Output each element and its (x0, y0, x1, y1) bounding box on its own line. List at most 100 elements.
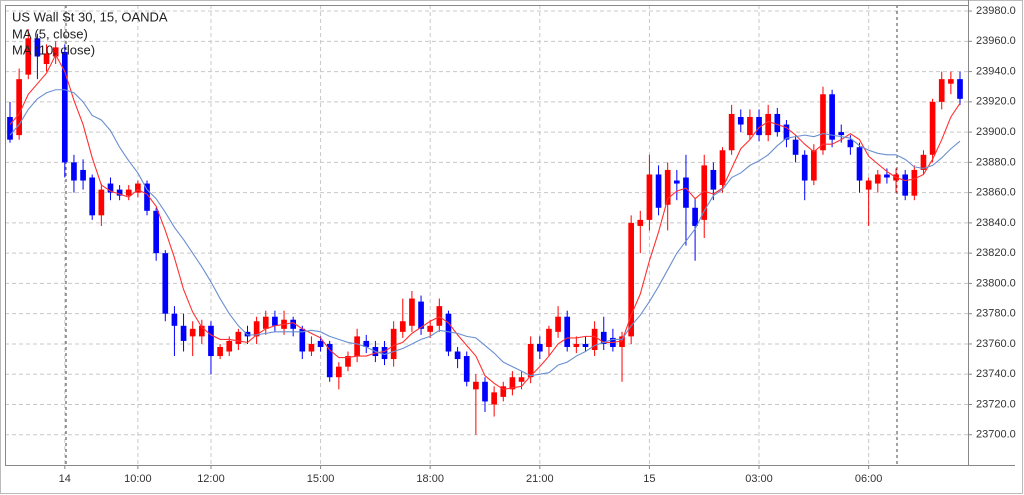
candle-body (135, 183, 141, 193)
candle-body (683, 177, 689, 208)
candle-body (189, 328, 196, 337)
candle-body (226, 340, 233, 352)
candle-body (573, 343, 580, 347)
candle-body (765, 113, 772, 136)
candle-body (208, 325, 214, 357)
candle-body (628, 222, 634, 337)
candle-body (792, 139, 799, 155)
chart-title: US Wall St 30, 15, OANDA (12, 9, 168, 24)
x-tick-label: 03:00 (745, 473, 773, 485)
x-tick-label: 18:00 (416, 473, 444, 485)
y-tick-label: 23840.0 (976, 217, 1016, 229)
candle-body (43, 53, 50, 65)
candle-body (728, 113, 735, 151)
x-tick-label: 12:00 (197, 473, 225, 485)
candle-body (454, 351, 461, 360)
candle-body (747, 116, 753, 136)
candle-body (500, 386, 507, 397)
y-tick-label: 23700.0 (976, 429, 1016, 441)
candle-body (418, 301, 424, 329)
candle-body (363, 340, 370, 347)
y-tick-label: 23720.0 (976, 398, 1016, 410)
candle-body (299, 328, 306, 352)
candle-body (144, 183, 150, 211)
candle-body (308, 343, 315, 352)
candle-body (783, 124, 790, 140)
candle-body (336, 366, 342, 378)
candle-body (390, 328, 397, 360)
candle-body (7, 116, 13, 140)
candle-body (536, 343, 543, 352)
candle-body (546, 328, 552, 347)
candle-body (957, 79, 963, 99)
candle-body (619, 336, 625, 347)
candle-body (774, 113, 781, 133)
candle-body (829, 94, 835, 140)
candle-body (719, 150, 726, 186)
x-tick-label: 10:00 (124, 473, 152, 485)
candle-body (874, 174, 881, 184)
y-tick-label: 23880.0 (976, 156, 1016, 168)
ma-line (9, 53, 961, 390)
candle-body (290, 319, 297, 329)
candle-body (856, 147, 863, 181)
candle-body (938, 79, 945, 102)
y-tick-label: 23900.0 (976, 126, 1016, 138)
candle-body (820, 94, 826, 151)
candle-body (217, 346, 223, 357)
candle-body (920, 154, 927, 170)
candle-body (811, 150, 817, 181)
x-tick-label: 15 (643, 473, 655, 485)
candle-body (34, 38, 41, 57)
candle-body (929, 101, 936, 155)
candle-body (345, 356, 351, 367)
candle-body (838, 132, 845, 136)
candle-body (71, 162, 77, 181)
candle-body (710, 169, 717, 190)
candle-body (253, 321, 260, 337)
candle-body (527, 343, 534, 378)
candle-body (107, 183, 114, 193)
candle-body (482, 381, 488, 402)
candle-body (847, 139, 854, 148)
candle-body (692, 207, 698, 226)
candle-body (673, 180, 680, 184)
candle-body (399, 321, 406, 332)
candle-body (555, 316, 561, 332)
candle-body (16, 79, 22, 136)
plot (7, 29, 963, 435)
candle-body (911, 169, 918, 196)
x-tick-label: 15:00 (307, 473, 335, 485)
candle-body (473, 381, 479, 390)
candle-body (235, 331, 242, 344)
legend-entry: MA (10, close) (12, 42, 95, 57)
y-tick-label: 23980.0 (976, 5, 1016, 17)
candle-body (80, 169, 86, 181)
candle-body (637, 219, 644, 226)
candle-body (262, 316, 269, 329)
y-tick-label: 23940.0 (976, 65, 1016, 77)
axes: 23700.0 23720.0 23740.0 23760.0 23780.0 23800… (59, 5, 1016, 485)
candle-body (89, 177, 96, 216)
candle-body (509, 377, 516, 390)
candle-body (153, 210, 159, 254)
candle-body (326, 343, 333, 378)
candle-body (591, 328, 598, 350)
candle-body (162, 253, 169, 314)
candle-body (409, 298, 415, 326)
candle-body (354, 336, 360, 357)
candle-body (98, 189, 105, 216)
ma-line (9, 89, 961, 377)
candle-body (948, 79, 954, 84)
candle-body (381, 346, 388, 360)
candle-body (646, 174, 653, 220)
x-tick-label: 14 (59, 473, 71, 485)
candle-body (436, 306, 443, 326)
x-tick-label: 21:00 (526, 473, 554, 485)
y-tick-label: 23760.0 (976, 338, 1016, 350)
y-tick-label: 23860.0 (976, 187, 1016, 199)
candle-body (865, 180, 872, 190)
candle-body (884, 174, 890, 178)
